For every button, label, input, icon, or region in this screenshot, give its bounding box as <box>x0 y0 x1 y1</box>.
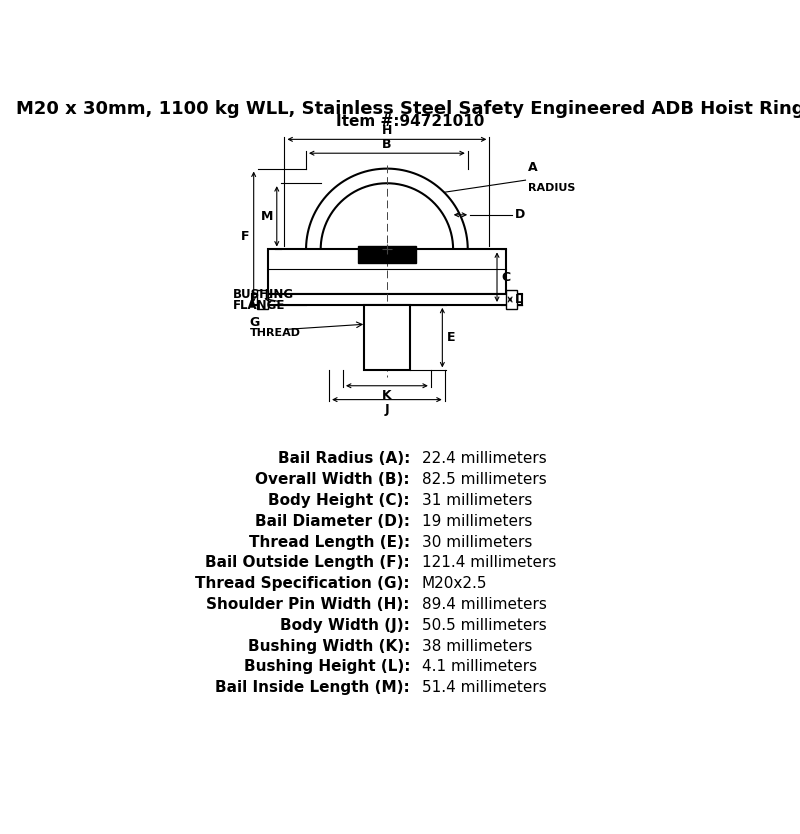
Text: 22.4 millimeters: 22.4 millimeters <box>422 451 546 466</box>
Text: M20 x 30mm, 1100 kg WLL, Stainless Steel Safety Engineered ADB Hoist Ring: M20 x 30mm, 1100 kg WLL, Stainless Steel… <box>16 100 800 118</box>
Text: 50.5 millimeters: 50.5 millimeters <box>422 618 546 633</box>
Text: Bail Radius (A):: Bail Radius (A): <box>278 451 410 466</box>
Text: Bail Outside Length (F):: Bail Outside Length (F): <box>206 555 410 570</box>
Text: THREAD: THREAD <box>250 329 301 339</box>
Text: Bushing Height (L):: Bushing Height (L): <box>243 660 410 675</box>
Text: H: H <box>382 124 392 137</box>
Text: 4.1 millimeters: 4.1 millimeters <box>422 660 537 675</box>
Text: Body Height (C):: Body Height (C): <box>268 493 410 508</box>
Text: FLANGE: FLANGE <box>233 299 286 312</box>
Text: RADIUS: RADIUS <box>528 183 575 193</box>
Text: Item #:94721010: Item #:94721010 <box>336 114 484 129</box>
Text: Bail Diameter (D):: Bail Diameter (D): <box>255 514 410 529</box>
Text: B: B <box>382 138 392 151</box>
Text: F: F <box>242 230 250 244</box>
Text: 51.4 millimeters: 51.4 millimeters <box>422 680 546 695</box>
Text: 121.4 millimeters: 121.4 millimeters <box>422 555 556 570</box>
Text: M: M <box>261 210 273 223</box>
Text: K: K <box>382 389 392 402</box>
Bar <box>257 290 267 309</box>
Text: Bushing Width (K):: Bushing Width (K): <box>248 639 410 654</box>
Bar <box>267 249 506 294</box>
Text: 82.5 millimeters: 82.5 millimeters <box>422 472 546 487</box>
Text: D: D <box>514 208 525 221</box>
Text: Body Width (J):: Body Width (J): <box>280 618 410 633</box>
Text: M20x2.5: M20x2.5 <box>422 576 487 591</box>
Text: 30 millimeters: 30 millimeters <box>422 535 532 550</box>
Text: Overall Width (B):: Overall Width (B): <box>255 472 410 487</box>
Text: E: E <box>447 331 455 344</box>
Bar <box>252 294 522 305</box>
Text: L: L <box>514 293 522 306</box>
Bar <box>364 305 410 370</box>
Text: G: G <box>250 316 260 329</box>
Text: 89.4 millimeters: 89.4 millimeters <box>422 597 546 612</box>
Bar <box>358 245 416 263</box>
Text: Thread Specification (G):: Thread Specification (G): <box>195 576 410 591</box>
Bar <box>506 290 517 309</box>
Text: Shoulder Pin Width (H):: Shoulder Pin Width (H): <box>206 597 410 612</box>
Text: 38 millimeters: 38 millimeters <box>422 639 532 654</box>
Text: J: J <box>385 403 390 415</box>
Text: Thread Length (E):: Thread Length (E): <box>249 535 410 550</box>
Text: 31 millimeters: 31 millimeters <box>422 493 532 508</box>
Text: BUSHING: BUSHING <box>233 289 294 301</box>
Text: C: C <box>502 271 510 284</box>
Text: 19 millimeters: 19 millimeters <box>422 514 532 529</box>
Text: A: A <box>528 161 538 174</box>
Text: Bail Inside Length (M):: Bail Inside Length (M): <box>215 680 410 695</box>
